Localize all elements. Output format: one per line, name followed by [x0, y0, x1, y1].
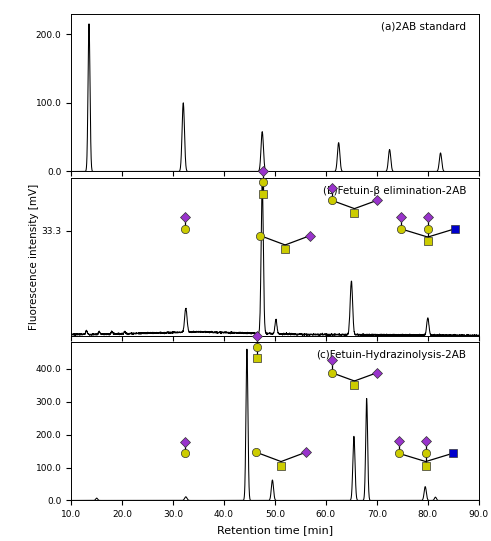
- X-axis label: Retention time [min]: Retention time [min]: [217, 525, 333, 535]
- Text: (c)Fetuin-Hydrazinolysis-2AB: (c)Fetuin-Hydrazinolysis-2AB: [317, 351, 466, 360]
- Y-axis label: Fluorescence intensity [mV]: Fluorescence intensity [mV]: [28, 184, 39, 330]
- Text: (a)2AB standard: (a)2AB standard: [382, 22, 466, 31]
- Text: (b)Fetuin-β elimination-2AB: (b)Fetuin-β elimination-2AB: [323, 186, 466, 196]
